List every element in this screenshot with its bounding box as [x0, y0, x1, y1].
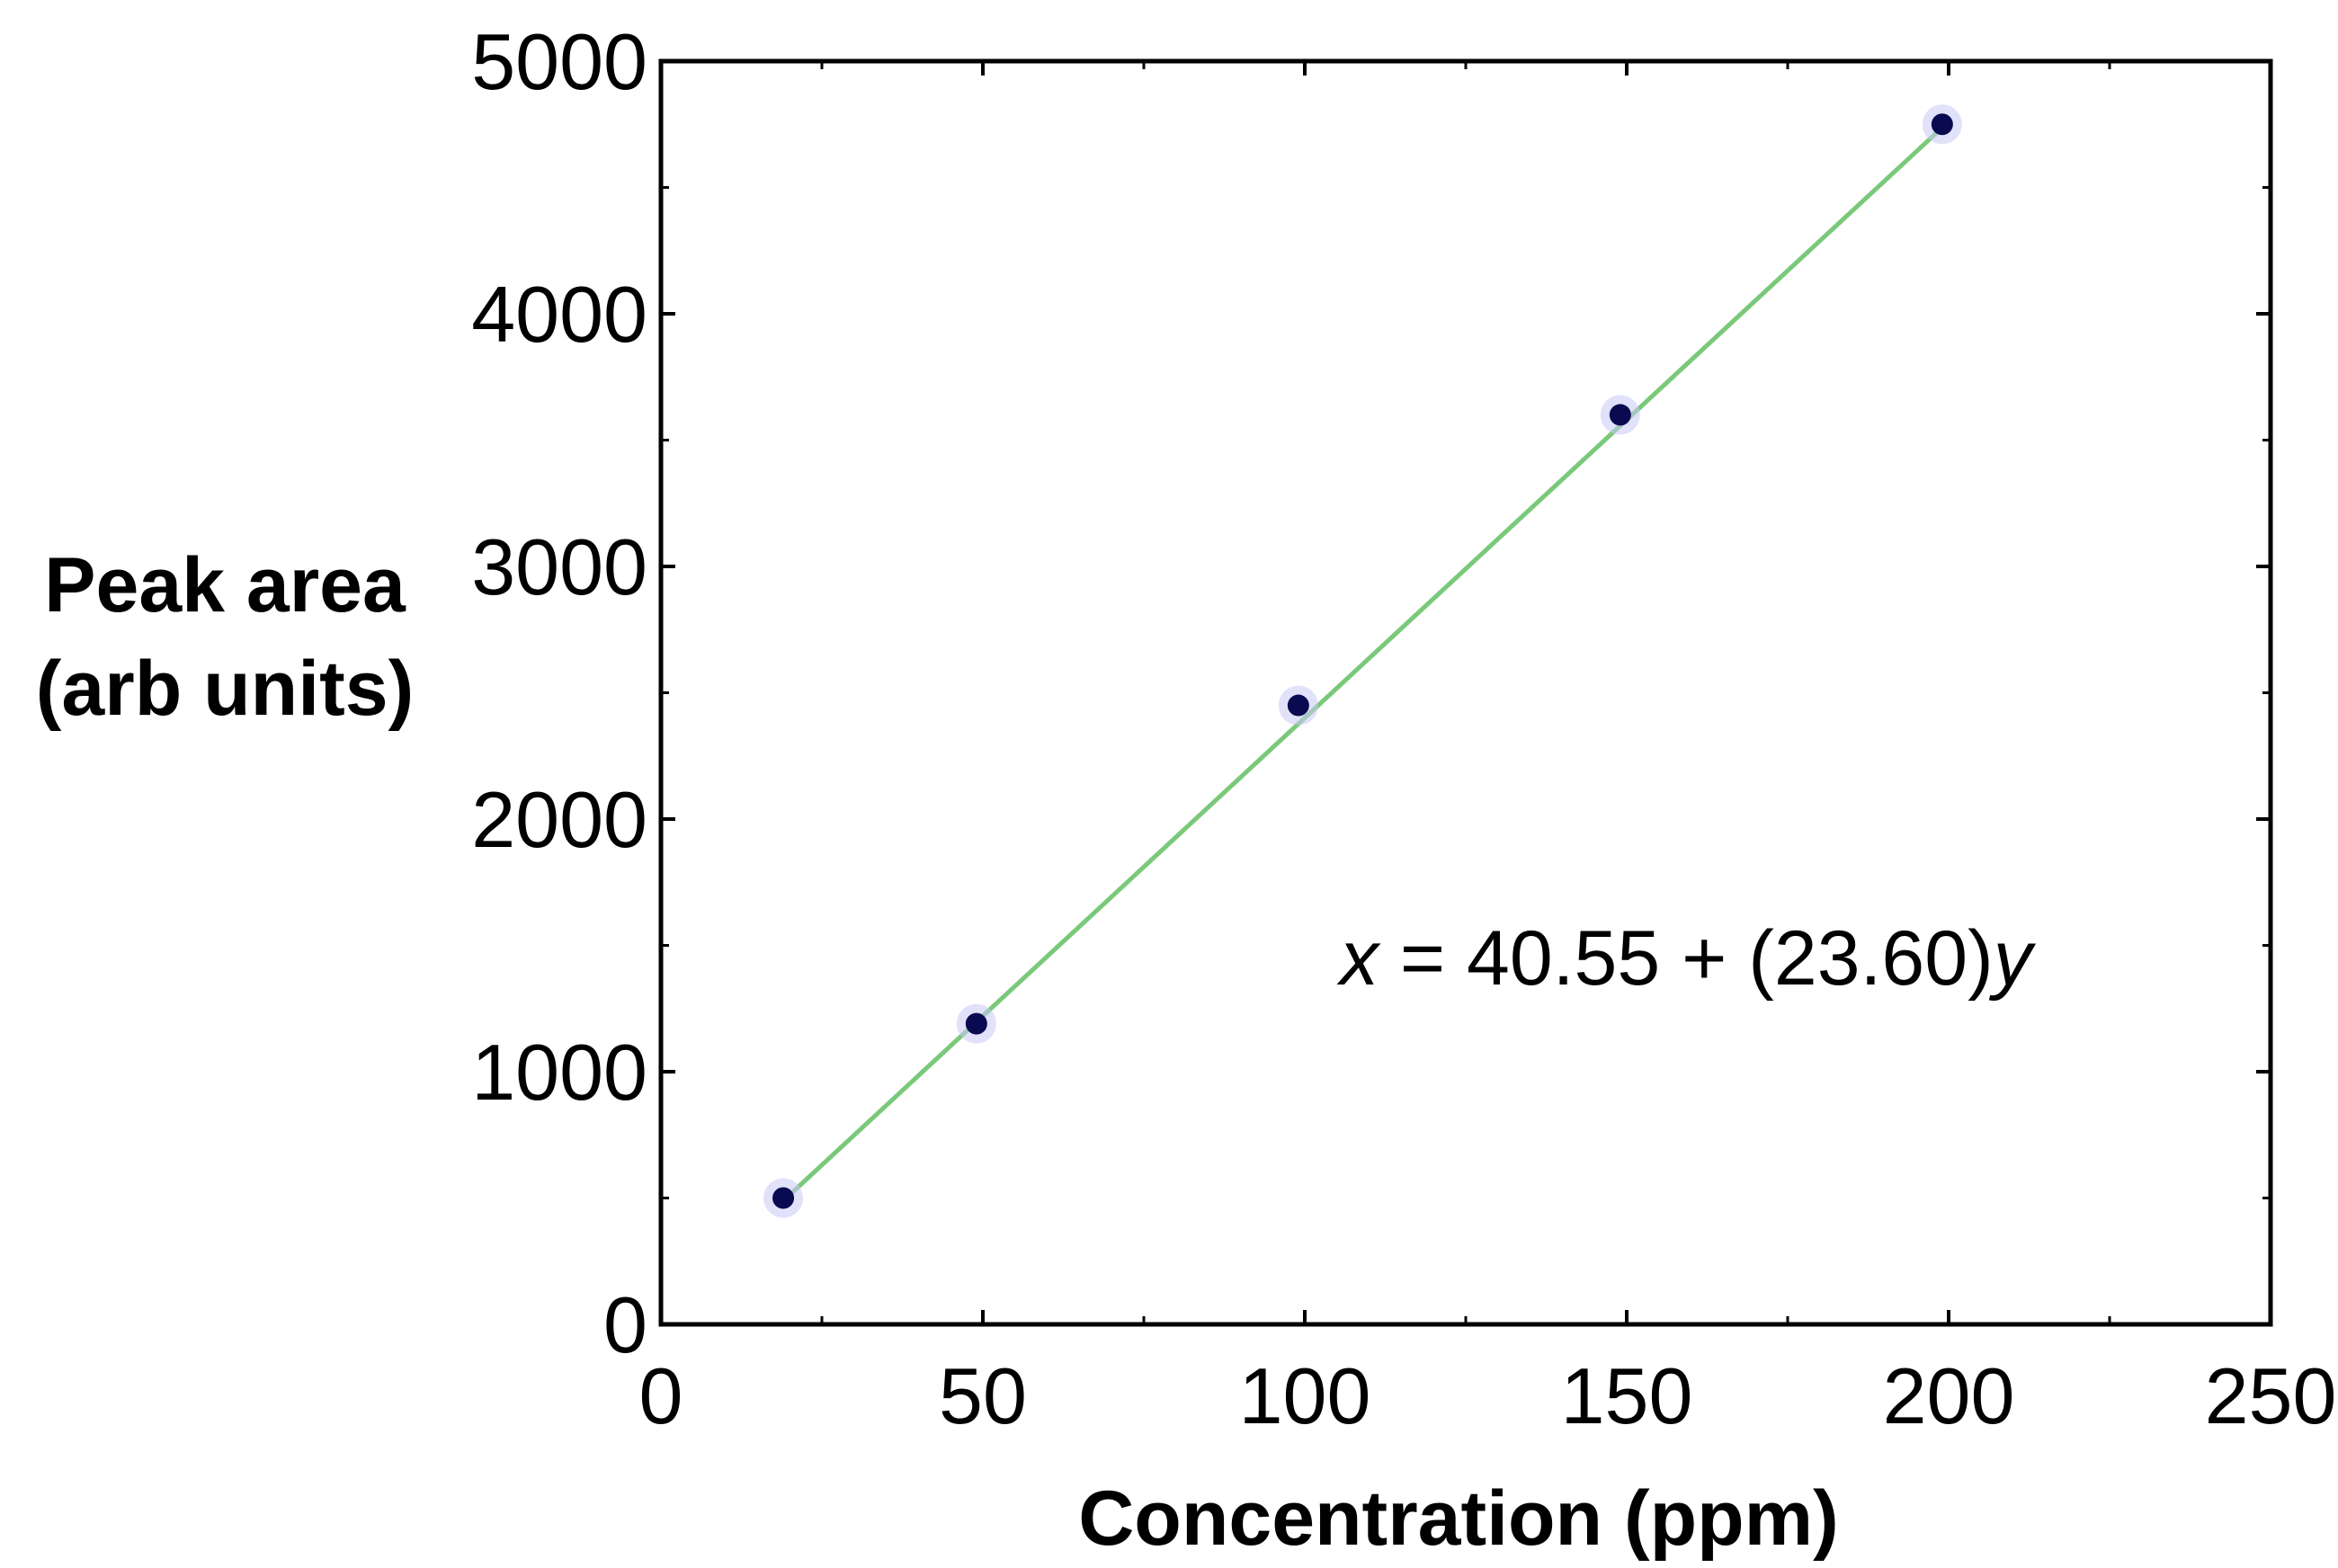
y-tick-label: 4000 — [471, 270, 647, 359]
equation-var-y: y — [1989, 915, 2037, 1002]
equation-body: = 40.55 + (23.60) — [1379, 915, 1994, 1002]
equation-annotation: x = 40.55 + (23.60)y — [1336, 915, 2037, 1002]
data-point — [1287, 694, 1309, 717]
data-points — [763, 104, 1962, 1218]
tick-labels: 0 50 100 150 200 250 0 1000 2000 3000 4000 5000 — [471, 17, 2336, 1440]
x-axis-title: Concentration (ppm) — [1078, 1475, 1839, 1562]
y-tick-label: 2000 — [471, 775, 647, 864]
y-tick-label: 0 — [603, 1280, 647, 1369]
x-tick-label: 0 — [639, 1351, 683, 1440]
data-point — [1931, 113, 1953, 136]
x-tick-label: 150 — [1561, 1351, 1693, 1440]
x-tick-label: 200 — [1883, 1351, 2015, 1440]
data-point — [1609, 404, 1631, 426]
y-axis-title-line-2: (arb units) — [36, 646, 414, 732]
axes — [658, 58, 2273, 1327]
equation-var-x: x — [1336, 915, 1381, 1002]
x-tick-label: 100 — [1239, 1351, 1371, 1440]
x-tick-label: 50 — [939, 1351, 1027, 1440]
data-point — [772, 1187, 795, 1209]
data-point — [965, 1012, 987, 1035]
y-tick-label: 1000 — [471, 1028, 647, 1117]
y-tick-label: 3000 — [471, 522, 647, 611]
y-axis-title-line-1: Peak area — [44, 542, 406, 628]
y-tick-label: 5000 — [471, 17, 647, 106]
x-tick-label: 250 — [2205, 1351, 2337, 1440]
